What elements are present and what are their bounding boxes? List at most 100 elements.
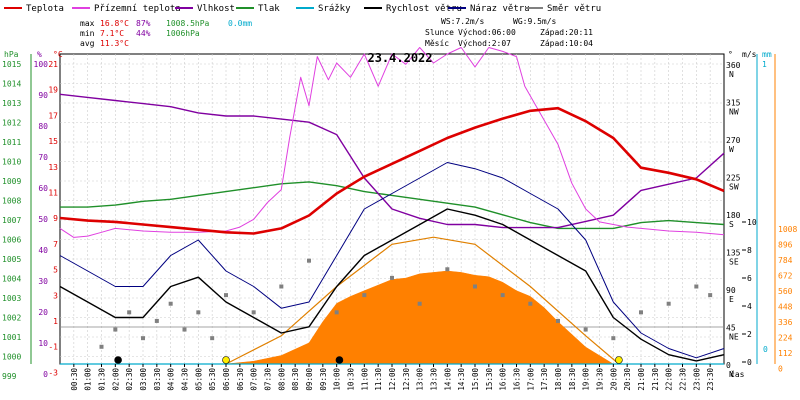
axis-tick-hpa: 1015: [2, 60, 21, 69]
axis-tick-time: 12:00: [388, 368, 397, 391]
axis-unit-direction: °: [728, 50, 733, 59]
axis-tick-time: 21:00: [637, 368, 646, 391]
info-text: 87%: [136, 19, 151, 28]
axis-tick-time: 10:00: [333, 368, 342, 391]
axis-tick-direction: 360: [726, 61, 741, 70]
wind-direction-point: [666, 301, 671, 306]
axis-tick-solar: 336: [778, 318, 793, 327]
axis-tick-time: 02:00: [111, 368, 120, 391]
info-text: 7.1°C: [100, 29, 124, 38]
info-text: 16.8°C: [100, 19, 129, 28]
axis-tick-wind: 0: [747, 358, 752, 367]
axis-unit-rain: mm: [762, 50, 772, 59]
axis-tick-time: 01:30: [98, 368, 107, 391]
axis-tick-wind: 2: [747, 330, 752, 339]
legend-label: Srážky: [318, 4, 351, 14]
legend-label: Rychlost větru: [386, 4, 462, 14]
axis-tick-direction-label: SE: [729, 258, 739, 267]
info-text: Východ:06:00: [458, 28, 516, 37]
axis-tick-time: 09:30: [319, 368, 328, 391]
info-text: 11.3°C: [100, 39, 129, 48]
wind-direction-point: [583, 327, 588, 332]
axis-tick-time: 18:30: [568, 368, 577, 391]
wind-direction-point: [556, 318, 560, 323]
axis-tick-time: 11:00: [360, 368, 369, 391]
axis-tick-time: 13:00: [416, 368, 425, 391]
moonset-marker: [335, 356, 344, 364]
axis-tick-solar: 784: [778, 256, 793, 265]
axis-tick-time: 15:30: [485, 368, 494, 391]
axis-tick-percent: 80: [38, 122, 48, 131]
axis-tick-time: 04:00: [167, 368, 176, 391]
axis-tick-hpa: 999: [2, 372, 17, 381]
axis-tick-hpa: 1010: [2, 158, 21, 167]
axis-tick-direction-label: E: [729, 295, 734, 304]
axis-tick-time: 08:00: [277, 368, 286, 391]
axis-tick-time: 07:00: [250, 368, 259, 391]
wind-direction-point: [500, 293, 505, 298]
axis-unit-hpa: hPa: [4, 50, 19, 59]
axis-tick-time: 15:00: [471, 368, 480, 391]
axis-tick-hpa: 1008: [2, 197, 21, 206]
axis-tick-celsius: 1: [53, 317, 58, 326]
axis-tick-wind: 8: [747, 246, 752, 255]
humidity-line: [59, 93, 725, 229]
axis-tick-time: 20:30: [623, 368, 632, 391]
axis-tick-wind: 4: [747, 302, 752, 311]
wind-direction-point: [251, 310, 256, 315]
wind-direction-point: [639, 310, 643, 315]
axis-tick-direction-label: W: [729, 145, 734, 154]
axis-tick-time: 09:00: [305, 368, 314, 391]
axis-tick-hpa: 1006: [2, 236, 21, 245]
info-text: 0.0mm: [228, 19, 252, 28]
axis-tick-time: 17:00: [526, 368, 535, 391]
axis-tick-time: 05:30: [208, 368, 217, 391]
axis-tick-time: 01:00: [84, 368, 93, 391]
axis-tick-time: 23:00: [692, 368, 701, 391]
info-text: Západ:20:11: [540, 28, 593, 37]
wind-direction-point: [334, 310, 339, 315]
axis-tick-wind: 6: [747, 274, 752, 283]
axis-tick-time: 16:00: [499, 368, 508, 391]
axis-unit-celsius: °C: [53, 50, 63, 59]
legend-label: Teplota: [26, 4, 64, 14]
axis-tick-hpa: 1002: [2, 314, 21, 323]
chart-title: 23.4.2022: [367, 51, 432, 65]
axis-tick-solar: 560: [778, 287, 793, 296]
axis-tick-percent: 30: [38, 277, 48, 286]
axis-tick-celsius: -1: [48, 343, 58, 352]
axis-tick-hpa: 1007: [2, 216, 21, 225]
legend-label: Vlhkost: [197, 4, 235, 14]
axis-tick-time: 23:30: [706, 368, 715, 391]
info-text: Východ:2:07: [458, 39, 511, 48]
axis-tick-wind: 10: [747, 218, 757, 227]
axis-tick-time: 06:30: [236, 368, 245, 391]
legend-label: Náraz větru: [470, 4, 530, 14]
axis-tick-celsius: 11: [48, 189, 58, 198]
axis-tick-percent: 60: [38, 184, 48, 193]
wind-direction-point: [154, 318, 159, 323]
axis-tick-direction: 90: [726, 286, 736, 295]
info-text: Měsíc: [425, 39, 449, 48]
moonrise-marker: [114, 356, 122, 364]
wind-direction-point: [99, 344, 104, 349]
info-panel: max 16.8°C 87% 1008.5hPa 0.0mm min 7.1°C 44% 100…: [80, 17, 593, 48]
wind-direction-point: [528, 301, 533, 306]
axis-tick-solar: 672: [778, 272, 793, 281]
wind-direction-point: [168, 301, 173, 306]
axis-tick-celsius: 3: [53, 291, 58, 300]
axis-tick-celsius: 5: [53, 266, 58, 275]
axis-tick-percent: 50: [38, 215, 48, 224]
axis-tick-direction-label: NW: [729, 108, 739, 117]
info-text: 44%: [136, 29, 151, 38]
wind-direction-point: [362, 293, 367, 298]
axis-tick-percent: 20: [38, 308, 48, 317]
axis-tick-time: 05:00: [194, 368, 203, 391]
sunset-marker: [615, 356, 623, 364]
info-text: max: [80, 19, 95, 28]
axis-tick-celsius: 9: [53, 214, 58, 223]
axis-tick-time: 08:30: [291, 368, 300, 391]
info-text: min: [80, 29, 95, 38]
axis-tick-hpa: 1003: [2, 294, 21, 303]
axis-tick-direction-label: N: [729, 370, 734, 379]
